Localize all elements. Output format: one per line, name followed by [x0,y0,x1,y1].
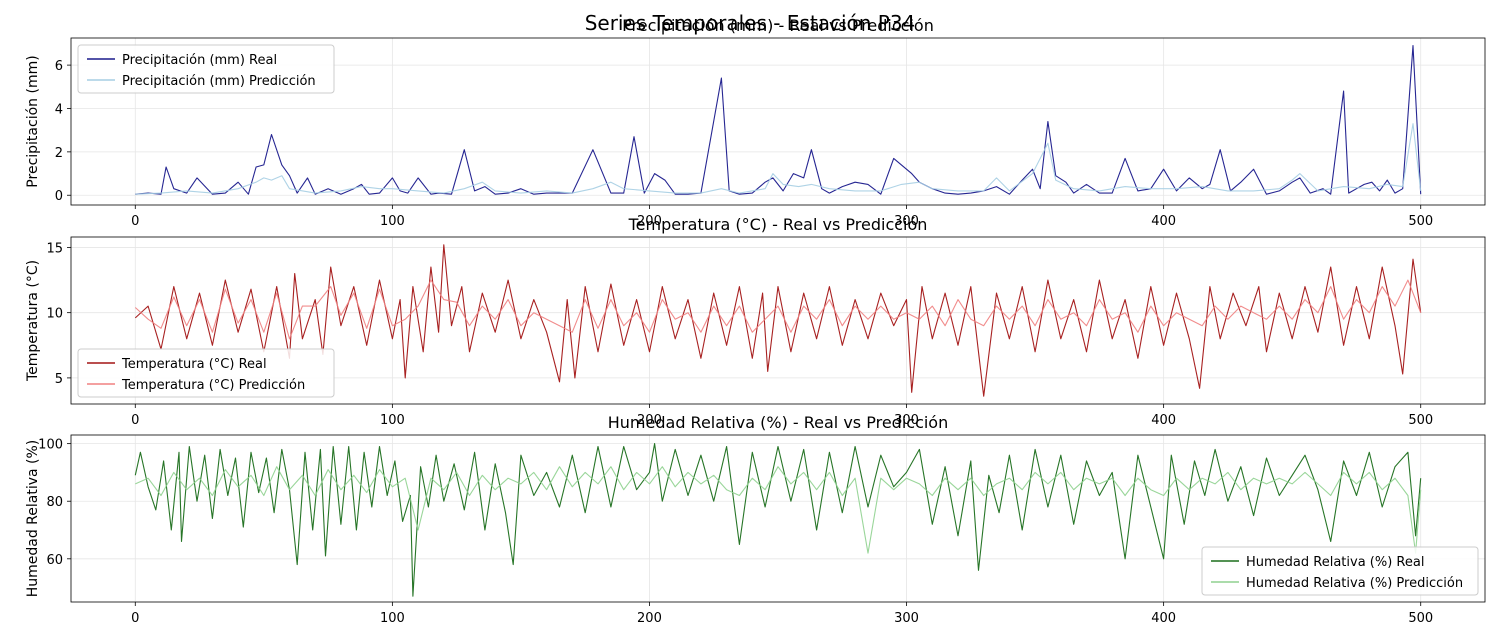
subplot-title: Precipitación (mm) - Real vs Predicción [622,16,934,35]
x-tick-label: 300 [894,413,919,428]
x-tick-label: 100 [380,413,405,428]
subplot-precipitacion: 0 100 200 300 400 500 0 2 4 6 Precipitación (mm) -… [25,16,1486,229]
legend-box [1201,546,1479,596]
y-tick-label: 10 [46,307,63,322]
axes-frame [70,236,1486,405]
legend-label-prediccion: Precipitación (mm) Predicción [122,74,316,89]
legend-label-prediccion: Temperatura (°C) Predicción [121,378,305,393]
legend-label-real: Temperatura (°C) Real [121,357,267,372]
x-tick-label: 400 [1151,214,1176,229]
series-line-real [134,244,1422,397]
y-tick-label: 6 [55,59,63,74]
x-tick-label: 100 [380,611,405,626]
y-tick-label: 0 [55,189,63,204]
x-tick-label: 500 [1408,413,1433,428]
x-tick-label: 300 [894,214,919,229]
series-line-real [134,443,1422,597]
subplot-title: Humedad Relativa (%) - Real vs Predicció… [608,413,948,432]
legend: Humedad Relativa (%) Real Humedad Relativ… [1201,546,1479,596]
x-tick-label: 500 [1408,214,1433,229]
y-tick-label: 2 [55,146,63,161]
x-tick-label: 400 [1151,611,1176,626]
series-line-prediccion [135,466,1422,554]
subplot-temperatura: 0 100 200 300 400 500 5 10 15 Temperatura (°C) - … [25,215,1486,428]
legend-label-real: Humedad Relativa (%) Real [1246,555,1424,570]
x-tick-label: 0 [131,611,139,626]
legend: Precipitación (mm) Real Precipitación (mm… [77,44,335,94]
y-tick-label: 100 [38,438,63,453]
legend-label-prediccion: Humedad Relativa (%) Predicción [1246,576,1463,591]
x-tick-label: 300 [894,611,919,626]
x-tick-label: 500 [1408,611,1433,626]
y-axis-label: Humedad Relativa (%) [25,440,41,598]
x-tick-label: 200 [637,611,662,626]
y-tick-label: 60 [46,553,63,568]
figure-suptitle: Series Temporales - Estación P34 [585,11,916,35]
legend-box [77,348,335,398]
y-tick-label: 80 [46,495,63,510]
y-axis-label: Temperatura (°C) [25,260,41,382]
subplot-title: Temperatura (°C) - Real vs Predicción [628,215,928,234]
x-tick-label: 200 [637,413,662,428]
x-tick-label: 0 [131,413,139,428]
y-tick-label: 4 [55,102,63,117]
y-tick-label: 5 [55,372,63,387]
axes-frame [70,37,1486,206]
legend-box [77,44,335,94]
x-tick-label: 400 [1151,413,1176,428]
legend: Temperatura (°C) Real Temperatura (°C) Pr… [77,348,335,398]
axes-frame [70,434,1486,603]
x-tick-label: 0 [131,214,139,229]
legend-label-real: Precipitación (mm) Real [122,53,277,68]
x-tick-label: 200 [637,214,662,229]
y-axis-label: Precipitación (mm) [25,55,41,187]
y-tick-label: 15 [46,241,63,256]
series-line-prediccion [135,123,1422,195]
x-tick-label: 100 [380,214,405,229]
series-line-prediccion [134,279,1422,340]
